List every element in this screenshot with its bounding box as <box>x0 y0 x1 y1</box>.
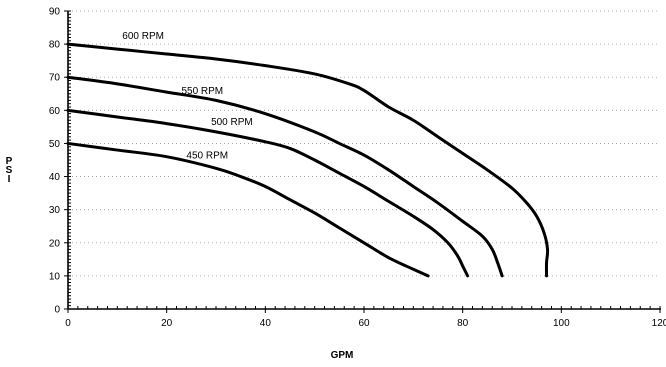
series-line-450-rpm <box>66 141 430 278</box>
y-tick-label-20: 20 <box>49 238 61 249</box>
x-axis-title: GPM <box>331 350 354 361</box>
series-label-600-rpm: 600 RPM <box>122 31 164 42</box>
y-ticks: 0 10 20 30 40 50 60 70 80 90 <box>49 7 68 316</box>
y-tick-label-40: 40 <box>49 172 61 183</box>
y-axis-title-char: I <box>8 174 11 185</box>
y-tick-label-80: 80 <box>49 40 61 51</box>
y-axis-title-char: S <box>6 165 13 176</box>
series-line-500-rpm <box>66 108 470 278</box>
y-axis-title: PSI <box>6 156 13 185</box>
x-ticks: 0 20 40 60 80 100 120 <box>65 309 666 329</box>
grid <box>68 10 660 277</box>
series-line-600-rpm <box>66 42 550 278</box>
series-group <box>66 42 550 278</box>
y-axis-title-char: P <box>6 156 13 167</box>
y-tick-label-10: 10 <box>49 271 61 282</box>
y-tick-label-70: 70 <box>49 73 61 84</box>
y-tick-label-60: 60 <box>49 106 61 117</box>
series-line-550-rpm <box>66 75 504 278</box>
y-tick-label-90: 90 <box>49 7 61 18</box>
y-tick-label-30: 30 <box>49 205 61 216</box>
x-tick-label-0: 0 <box>65 318 71 329</box>
x-tick-label-60: 60 <box>358 318 370 329</box>
x-tick-label-40: 40 <box>260 318 272 329</box>
series-label-500-rpm: 500 RPM <box>211 117 253 128</box>
series-label-550-rpm: 550 RPM <box>181 86 223 97</box>
series-label-450-rpm: 450 RPM <box>186 150 228 161</box>
y-tick-label-50: 50 <box>49 139 61 150</box>
x-tick-label-80: 80 <box>457 318 469 329</box>
x-tick-label-100: 100 <box>553 318 570 329</box>
x-tick-label-20: 20 <box>161 318 173 329</box>
series-labels: 600 RPM 550 RPM 500 RPM 450 RPM <box>122 31 252 161</box>
x-tick-label-120: 120 <box>652 318 666 329</box>
axes <box>67 10 661 310</box>
y-tick-label-0: 0 <box>54 305 60 316</box>
